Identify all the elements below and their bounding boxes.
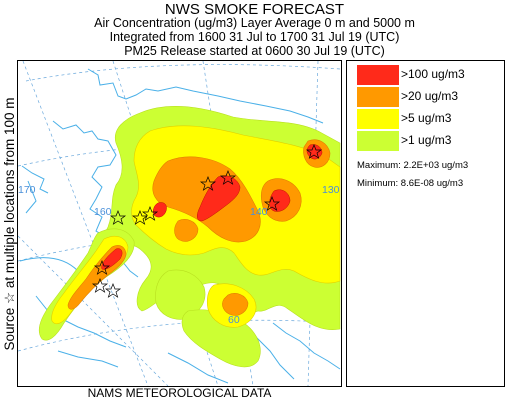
concentration-subtitle: Air Concentration (ug/m3) Layer Average … [94,16,415,30]
map-canvas: 170 160 140 130 60 [18,61,341,386]
legend-swatch-20 [357,87,399,107]
legend-label-1: >1 ug/m3 [401,133,452,147]
legend-label-5: >5 ug/m3 [401,111,452,125]
smoke-map: 170 160 140 130 60 [17,60,342,387]
legend-swatch-1 [357,131,399,151]
lon-label-160: 160 [94,206,112,218]
legend-swatch-100 [357,65,399,85]
legend-swatch-5 [357,109,399,129]
lon-label-170: 170 [18,184,36,196]
legend-item-100: >100 ug/m3 [357,65,502,85]
lat-label-60: 60 [228,314,240,326]
integration-period: Integrated from 1600 31 Jul to 1700 31 J… [109,30,400,44]
lon-label-140: 140 [250,206,268,218]
legend: >100 ug/m3 >20 ug/m3 >5 ug/m3 >1 ug/m3 M… [346,60,505,387]
forecast-title: NWS SMOKE FORECAST [164,1,345,18]
legend-label-20: >20 ug/m3 [401,89,459,103]
data-source-footer: NAMS METEOROLOGICAL DATA [87,386,272,400]
lon-label-130: 130 [322,184,340,196]
legend-label-100: >100 ug/m3 [401,67,465,81]
source-markers [91,144,323,298]
legend-maximum: Maximum: 2.2E+03 ug/m3 [357,160,469,171]
legend-item-5: >5 ug/m3 [357,109,502,129]
smoke-level-100 [101,144,323,270]
legend-item-20: >20 ug/m3 [357,87,502,107]
legend-item-1: >1 ug/m3 [357,131,502,151]
release-start: PM25 Release started at 0600 30 Jul 19 (… [124,44,385,58]
legend-minimum: Minimum: 8.6E-08 ug/m3 [357,178,464,189]
